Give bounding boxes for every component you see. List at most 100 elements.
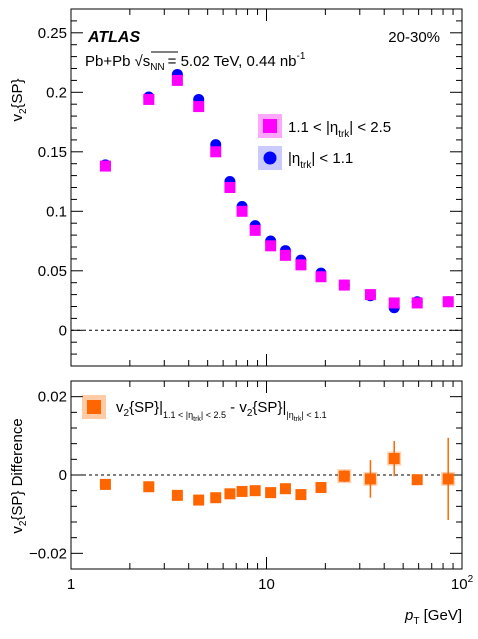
bottom-point-difference — [249, 485, 261, 497]
top-y-ticks: 0 0.05 0.1 0.15 0.2 0.25 — [38, 8, 462, 367]
top-point-forward — [442, 296, 454, 308]
bottom-point-difference — [442, 473, 454, 485]
bottom-data-points — [99, 437, 456, 521]
bottom-y-tick-label: −0.02 — [29, 545, 67, 562]
atlas-label: ATLAS — [87, 29, 140, 46]
bottom-point-difference — [295, 489, 307, 501]
legend-central-lo: |η — [288, 150, 300, 167]
sqrt-sign: √ — [134, 53, 143, 70]
top-point-forward — [143, 93, 155, 105]
bottom-legend: v2{SP}|1.1 < |ηtrk| < 2.5 - v2{SP}||ηtrk… — [82, 395, 327, 423]
top-point-forward — [279, 249, 291, 261]
bottom-y-label-tail: {SP} Difference — [9, 418, 26, 520]
diff-b-sub2: trk — [294, 416, 302, 423]
bottom-point-difference — [388, 453, 400, 465]
bottom-point-difference — [364, 473, 376, 485]
bottom-point-difference — [338, 470, 350, 482]
legend-forward-hi: | < 2.5 — [349, 119, 391, 136]
x-label-sub: T — [413, 616, 419, 627]
bottom-point-difference — [210, 492, 222, 504]
sqrt-s: s — [143, 53, 151, 70]
top-data-points — [99, 68, 454, 314]
bottom-point-difference — [99, 478, 111, 490]
x-tick-label: 10 — [258, 576, 275, 593]
diff-b-sub: |η — [286, 410, 293, 420]
x-label-tail: [GeV] — [419, 607, 462, 624]
sqrt-s-sub: NN — [150, 62, 164, 73]
bottom-point-difference — [143, 481, 155, 493]
system-name: Pb+Pb — [85, 53, 130, 70]
bottom-point-difference — [315, 482, 327, 494]
legend-label-forward: 1.1 < |ηtrk| < 2.5 — [288, 119, 391, 140]
diff-mid: - v — [226, 399, 247, 416]
x-axis-label: pT [GeV] — [404, 607, 462, 627]
x-tick-label: 1 — [67, 576, 75, 593]
top-point-forward — [411, 297, 423, 309]
diff-a-sub: 1.1 < |η — [163, 410, 193, 420]
top-point-forward — [99, 160, 111, 172]
top-panel: 00.050.10.150.20.25 v2{SP} ATLAS 20-30% … — [9, 8, 463, 367]
top-point-forward — [295, 259, 307, 271]
legend-marker-difference — [87, 400, 101, 414]
lumi-exp: -1 — [297, 51, 306, 62]
legend-forward-sub: trk — [338, 129, 350, 140]
top-y-label-main: v — [9, 114, 26, 122]
bottom-point-difference — [236, 485, 248, 497]
bottom-point-difference — [411, 474, 423, 486]
top-y-tick-label: 0.15 — [38, 144, 67, 161]
top-point-forward — [249, 224, 261, 236]
legend-central-sub: trk — [300, 160, 312, 171]
bottom-point-difference — [224, 488, 236, 500]
energy-text: = 5.02 TeV, 0.44 nb — [168, 53, 297, 70]
top-y-tick-label: 0.05 — [38, 263, 67, 280]
top-y-tick-label: 0 — [59, 322, 67, 339]
top-point-forward — [210, 146, 222, 158]
bottom-y-tick-label: 0 — [59, 467, 67, 484]
top-point-forward — [193, 101, 205, 113]
diff-prefix-sub: 2 — [124, 408, 130, 419]
centrality-label: 20-30% — [388, 29, 440, 46]
top-y-tick-label: 0.2 — [46, 84, 67, 101]
diff-b-sub3: | < 1.1 — [301, 410, 326, 420]
bottom-y-axis-label: v2{SP} Difference — [9, 418, 29, 533]
legend-marker-central — [263, 151, 277, 165]
bottom-point-difference — [171, 489, 183, 501]
diff-mid-sub: 2 — [247, 408, 253, 419]
top-point-forward — [224, 182, 236, 193]
diff-a-sub2: trk — [193, 416, 201, 423]
top-y-label-sub: 2 — [18, 108, 29, 114]
top-y-tick-label: 0.1 — [46, 203, 67, 220]
diff-a-sub3: | < 2.5 — [201, 410, 226, 420]
legend-central-hi: | < 1.1 — [311, 150, 353, 167]
top-point-forward — [171, 74, 183, 86]
x-tick-label: 102 — [451, 574, 474, 593]
bottom-y-label-sub: 2 — [18, 520, 29, 526]
system-label: Pb+Pb √sNN = 5.02 TeV, 0.44 nb-1 — [85, 51, 306, 73]
top-point-forward — [236, 205, 248, 217]
legend-band-forward — [258, 114, 282, 138]
bottom-point-difference — [279, 483, 291, 495]
bottom-x-ticks: 1 10 102 — [67, 381, 474, 593]
top-point-forward — [315, 271, 327, 283]
diff-a: {SP}| — [129, 399, 163, 416]
bottom-y-label-main: v — [9, 526, 26, 534]
diff-prefix: v — [116, 399, 124, 416]
top-point-forward — [364, 289, 376, 301]
top-point-forward — [265, 240, 277, 252]
top-y-label-tail: {SP} — [9, 78, 26, 108]
legend-marker-forward — [263, 119, 277, 133]
bottom-y-tick-label: 0.02 — [38, 389, 67, 406]
top-point-forward — [388, 297, 400, 309]
bottom-point-difference — [265, 487, 277, 499]
top-x-ticks — [70, 9, 463, 366]
bottom-y-ticks: −0.02 0 0.02 — [29, 380, 462, 570]
legend-forward-lo: 1.1 < |η — [288, 119, 338, 136]
diff-b: {SP}| — [252, 399, 286, 416]
top-point-forward — [338, 279, 350, 291]
top-legend: 1.1 < |ηtrk| < 2.5 |ηtrk| < 1.1 — [258, 114, 391, 171]
x-label-main: p — [404, 607, 413, 624]
legend-label-central: |ηtrk| < 1.1 — [288, 150, 353, 171]
x-tick-label-exponent: 2 — [468, 574, 474, 585]
